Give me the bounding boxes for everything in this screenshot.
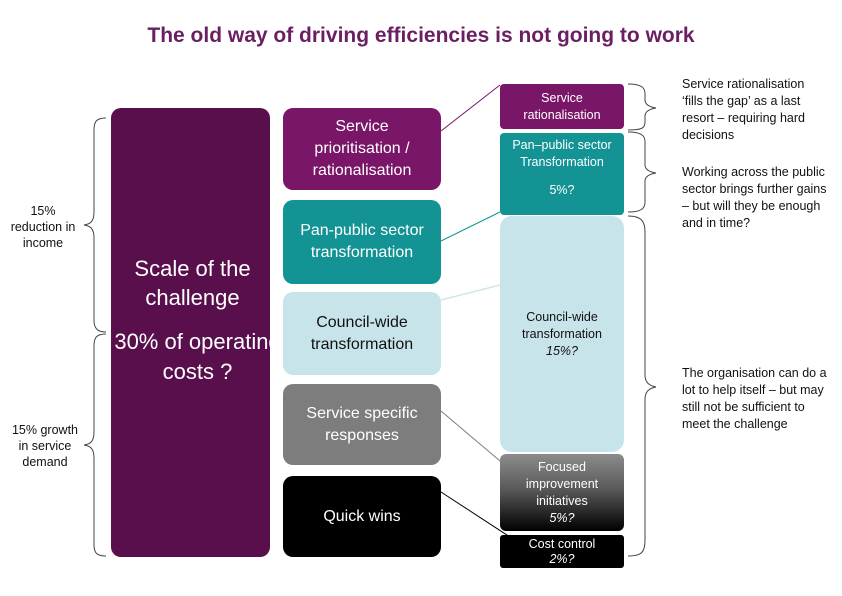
quick-wins-box: Quick wins (283, 476, 441, 557)
focused-improvement-box: Focused improvement initiatives 5%? (500, 454, 624, 531)
cost-control-box: Cost control 2%? (500, 535, 624, 568)
income-reduction-label: 15% reduction in income (10, 204, 76, 250)
organisation-note: The organisation can do a lot to help it… (682, 366, 827, 431)
scale-of-challenge-label: Scale of the challenge (134, 256, 251, 310)
service-specific-box: Service specific responses (283, 384, 441, 465)
council-wide-right-text: Council-wide transformation (522, 310, 602, 341)
public-sector-brace (627, 131, 657, 213)
council-wide-text: Council-wide transformation (310, 313, 414, 353)
pan-public-percent: 5%? (549, 183, 575, 197)
rationalisation-note: Service rationalisation ‘fills the gap’ … (682, 77, 805, 142)
organisation-brace (627, 215, 657, 557)
service-prioritisation-box: Service prioritisation / rationalisation (283, 108, 441, 190)
public-sector-note: Working across the public sector brings … (682, 165, 827, 230)
pan-public-right-box: Pan–public sector Transformation 5%? (500, 133, 624, 215)
operating-costs-label: 30% of operating costs ? (114, 329, 281, 384)
demand-brace (83, 333, 107, 557)
income-brace (83, 117, 107, 333)
rationalisation-brace (627, 83, 657, 131)
focused-improvement-text: Focused improvement initiatives (525, 459, 599, 508)
quick-wins-text: Quick wins (323, 507, 401, 525)
pan-public-text: Pan-public sector transformation (300, 222, 424, 261)
council-wide-percent: 15%? (546, 344, 578, 358)
service-prioritisation-text: Service prioritisation / rationalisation (312, 118, 412, 179)
pan-public-box: Pan-public sector transformation (283, 200, 441, 284)
service-rationalisation-text: Service rationalisation (523, 90, 601, 122)
demand-growth-label: 15% growth in service demand (11, 423, 78, 469)
cost-control-percent: 2%? (549, 551, 575, 566)
cost-control-text: Cost control (528, 536, 596, 551)
pan-public-right-text: Pan–public sector Transformation (512, 138, 612, 169)
page-title: The old way of driving efficiencies is n… (147, 24, 695, 47)
council-wide-box: Council-wide transformation (283, 292, 441, 375)
service-rationalisation-box: Service rationalisation (500, 84, 624, 129)
service-specific-text: Service specific responses (306, 404, 418, 444)
council-wide-right-box: Council-wide transformation 15%? (500, 216, 624, 452)
focused-improvement-percent: 5%? (549, 510, 575, 525)
challenge-column (111, 108, 270, 557)
